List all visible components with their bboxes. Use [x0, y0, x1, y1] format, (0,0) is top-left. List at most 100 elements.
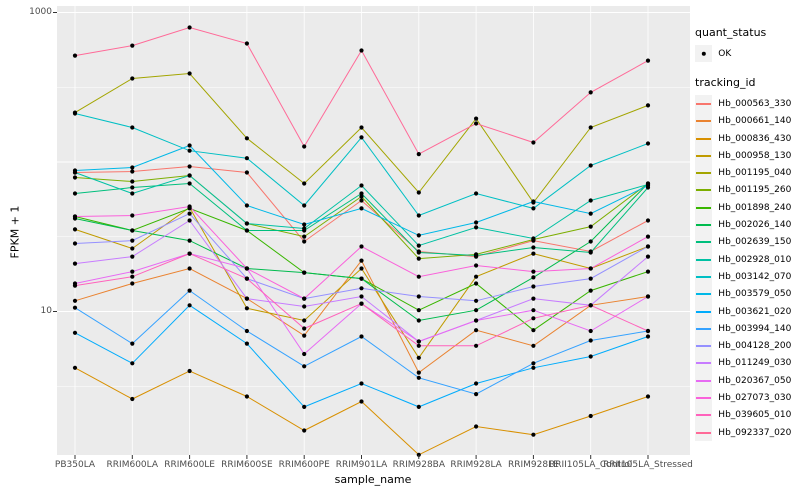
legend-item-label: Hb_092337_020: [718, 427, 792, 438]
data-point: [416, 190, 421, 195]
legend-item-Hb_002928_010: Hb_002928_010: [695, 250, 791, 269]
data-point: [359, 198, 364, 203]
data-point: [474, 191, 479, 196]
data-point: [187, 238, 192, 243]
data-point: [187, 148, 192, 153]
legend-key: [695, 216, 713, 234]
legend-key: [695, 147, 713, 165]
legend-item-label: Hb_002026_140: [718, 220, 792, 231]
data-point: [302, 270, 307, 275]
data-point: [130, 274, 135, 279]
data-point: [531, 236, 536, 241]
data-point: [130, 254, 135, 259]
data-point: [130, 281, 135, 286]
data-point: [187, 218, 192, 223]
data-point: [130, 341, 135, 346]
data-point: [72, 298, 78, 303]
data-point: [474, 274, 479, 279]
data-point: [645, 269, 651, 274]
line-swatch-icon: [696, 379, 712, 382]
legend-key: [695, 45, 713, 63]
data-point: [474, 424, 479, 429]
legend-key: [695, 285, 713, 303]
data-point: [302, 144, 307, 149]
data-point: [474, 253, 479, 258]
legend-item-Hb_001195_260: Hb_001195_260: [695, 181, 792, 200]
data-point: [187, 251, 192, 256]
data-point: [359, 183, 364, 188]
data-point: [244, 328, 249, 334]
data-point: [531, 328, 536, 333]
data-point: [645, 294, 651, 299]
y-tick-label-1000: 1000: [29, 7, 52, 17]
data-point: [588, 328, 593, 334]
data-point: [130, 43, 135, 48]
legend-item-Hb_011249_030: Hb_011249_030: [695, 354, 791, 373]
data-point: [72, 365, 78, 370]
legend-item-label: Hb_003142_070: [718, 271, 792, 282]
x-tick-label-PB350LA: PB350LA: [54, 460, 96, 470]
data-point: [474, 318, 479, 323]
line-swatch-icon: [696, 102, 712, 105]
data-point: [72, 191, 78, 196]
legend: quant_status OK tracking_id Hb_000563_33…: [695, 26, 792, 442]
data-point: [416, 294, 421, 299]
line-swatch-icon: [696, 345, 712, 348]
data-point: [474, 263, 479, 268]
data-point: [416, 250, 421, 255]
data-point: [302, 333, 307, 338]
data-point: [531, 365, 536, 370]
legend-key: [695, 423, 713, 442]
data-point: [244, 228, 249, 233]
data-point: [359, 399, 364, 404]
data-point: [531, 199, 536, 204]
legend-key: [695, 164, 713, 182]
data-point: [416, 152, 421, 157]
legend-key: [695, 250, 713, 269]
legend-item-label: Hb_039605_010: [718, 410, 792, 421]
legend-item-quant-status-ok: OK: [695, 45, 791, 63]
data-point: [588, 163, 593, 168]
data-point: [588, 266, 593, 271]
legend-item-Hb_003994_140: Hb_003994_140: [695, 320, 791, 338]
data-point: [531, 275, 536, 280]
data-point: [187, 303, 192, 308]
data-point: [588, 303, 593, 308]
data-point: [474, 343, 479, 348]
data-point: [359, 266, 364, 271]
data-point: [645, 234, 651, 239]
legend-item-label: Hb_000958_130: [718, 150, 792, 161]
legend-item-label: Hb_001195_260: [718, 185, 792, 196]
data-point: [359, 301, 364, 306]
data-point: [72, 168, 78, 173]
data-point: [130, 246, 135, 251]
data-point: [130, 269, 135, 274]
line-swatch-icon: [696, 275, 712, 278]
legend-item-label: Hb_001898_240: [718, 202, 792, 213]
data-point: [302, 234, 307, 239]
y-tick-label-10: 10: [40, 306, 52, 316]
data-point: [474, 308, 479, 313]
legend-item-label: Hb_001195_040: [718, 168, 792, 179]
x-tick-label-RRIM928LA: RRIM928LA: [450, 460, 502, 470]
data-point: [359, 194, 364, 199]
data-point: [416, 339, 421, 344]
data-point: [130, 185, 135, 190]
data-point: [588, 276, 593, 281]
data-point: [130, 396, 135, 402]
data-point: [531, 251, 536, 256]
data-point: [130, 169, 135, 174]
legend-key: [695, 268, 713, 286]
data-point: [474, 392, 479, 397]
data-point: [302, 404, 307, 409]
line-swatch-icon: [696, 137, 712, 140]
data-point: [72, 241, 78, 246]
data-point: [130, 179, 135, 184]
data-point: [416, 233, 421, 238]
data-point: [359, 125, 364, 130]
legend-key: [695, 354, 713, 373]
plot-panel: [57, 6, 690, 455]
data-point: [588, 250, 593, 255]
legend-item-label: Hb_020367_050: [718, 375, 792, 386]
data-point: [416, 318, 421, 323]
